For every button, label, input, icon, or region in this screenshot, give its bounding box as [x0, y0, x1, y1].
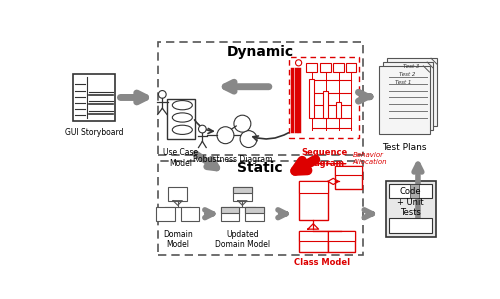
Bar — [298, 181, 328, 193]
Bar — [158, 42, 362, 155]
Bar — [306, 63, 317, 72]
Bar — [390, 184, 432, 198]
Text: Updated
Domain Model: Updated Domain Model — [215, 230, 270, 249]
Bar — [328, 231, 355, 242]
Circle shape — [198, 125, 206, 133]
Bar — [298, 181, 328, 220]
Bar — [167, 99, 194, 139]
Bar — [320, 63, 331, 72]
Bar — [158, 161, 362, 255]
Bar — [168, 187, 187, 201]
Text: Test Plans: Test Plans — [382, 143, 426, 152]
Text: Code
+ Unit
Tests: Code + Unit Tests — [398, 187, 424, 217]
Ellipse shape — [172, 125, 193, 135]
Bar — [323, 91, 328, 118]
Ellipse shape — [172, 113, 193, 122]
Bar — [390, 218, 432, 233]
Bar — [246, 207, 264, 221]
Bar — [73, 74, 116, 121]
Text: Domain
Model: Domain Model — [163, 230, 192, 249]
Bar — [181, 207, 200, 221]
Bar — [221, 207, 240, 213]
Bar — [335, 166, 361, 189]
Text: Test 3: Test 3 — [403, 64, 419, 69]
Bar — [386, 181, 436, 237]
Text: GUI Storyboard: GUI Storyboard — [65, 127, 124, 137]
Text: Behavior
Allocation: Behavior Allocation — [352, 152, 387, 165]
Text: Dynamic: Dynamic — [226, 45, 294, 59]
Bar — [233, 187, 252, 201]
Bar — [346, 63, 356, 72]
Text: Use Case
Model: Use Case Model — [163, 148, 198, 168]
Bar — [384, 62, 434, 130]
Bar — [298, 231, 328, 242]
Text: Test 2: Test 2 — [400, 72, 415, 77]
Circle shape — [240, 131, 257, 147]
Text: Test 1: Test 1 — [396, 80, 412, 85]
Bar — [380, 66, 430, 134]
Text: Sequence
Diagram: Sequence Diagram — [301, 148, 347, 168]
Text: Static: Static — [238, 161, 283, 175]
Circle shape — [217, 127, 234, 144]
Bar — [310, 79, 314, 118]
Bar — [333, 63, 344, 72]
Circle shape — [296, 60, 302, 66]
Bar — [336, 102, 341, 118]
Bar — [335, 166, 361, 175]
Text: Robustness Diagram: Robustness Diagram — [194, 155, 273, 164]
Text: Class Model: Class Model — [294, 258, 350, 267]
Bar — [410, 184, 420, 198]
Bar — [233, 187, 252, 193]
Ellipse shape — [172, 100, 193, 110]
Circle shape — [158, 91, 166, 98]
Bar — [290, 57, 358, 138]
Bar — [221, 207, 240, 221]
Bar — [328, 231, 355, 252]
Circle shape — [234, 115, 251, 132]
Bar — [156, 207, 174, 221]
Bar — [298, 231, 328, 252]
Bar — [246, 207, 264, 213]
Bar — [387, 58, 437, 126]
